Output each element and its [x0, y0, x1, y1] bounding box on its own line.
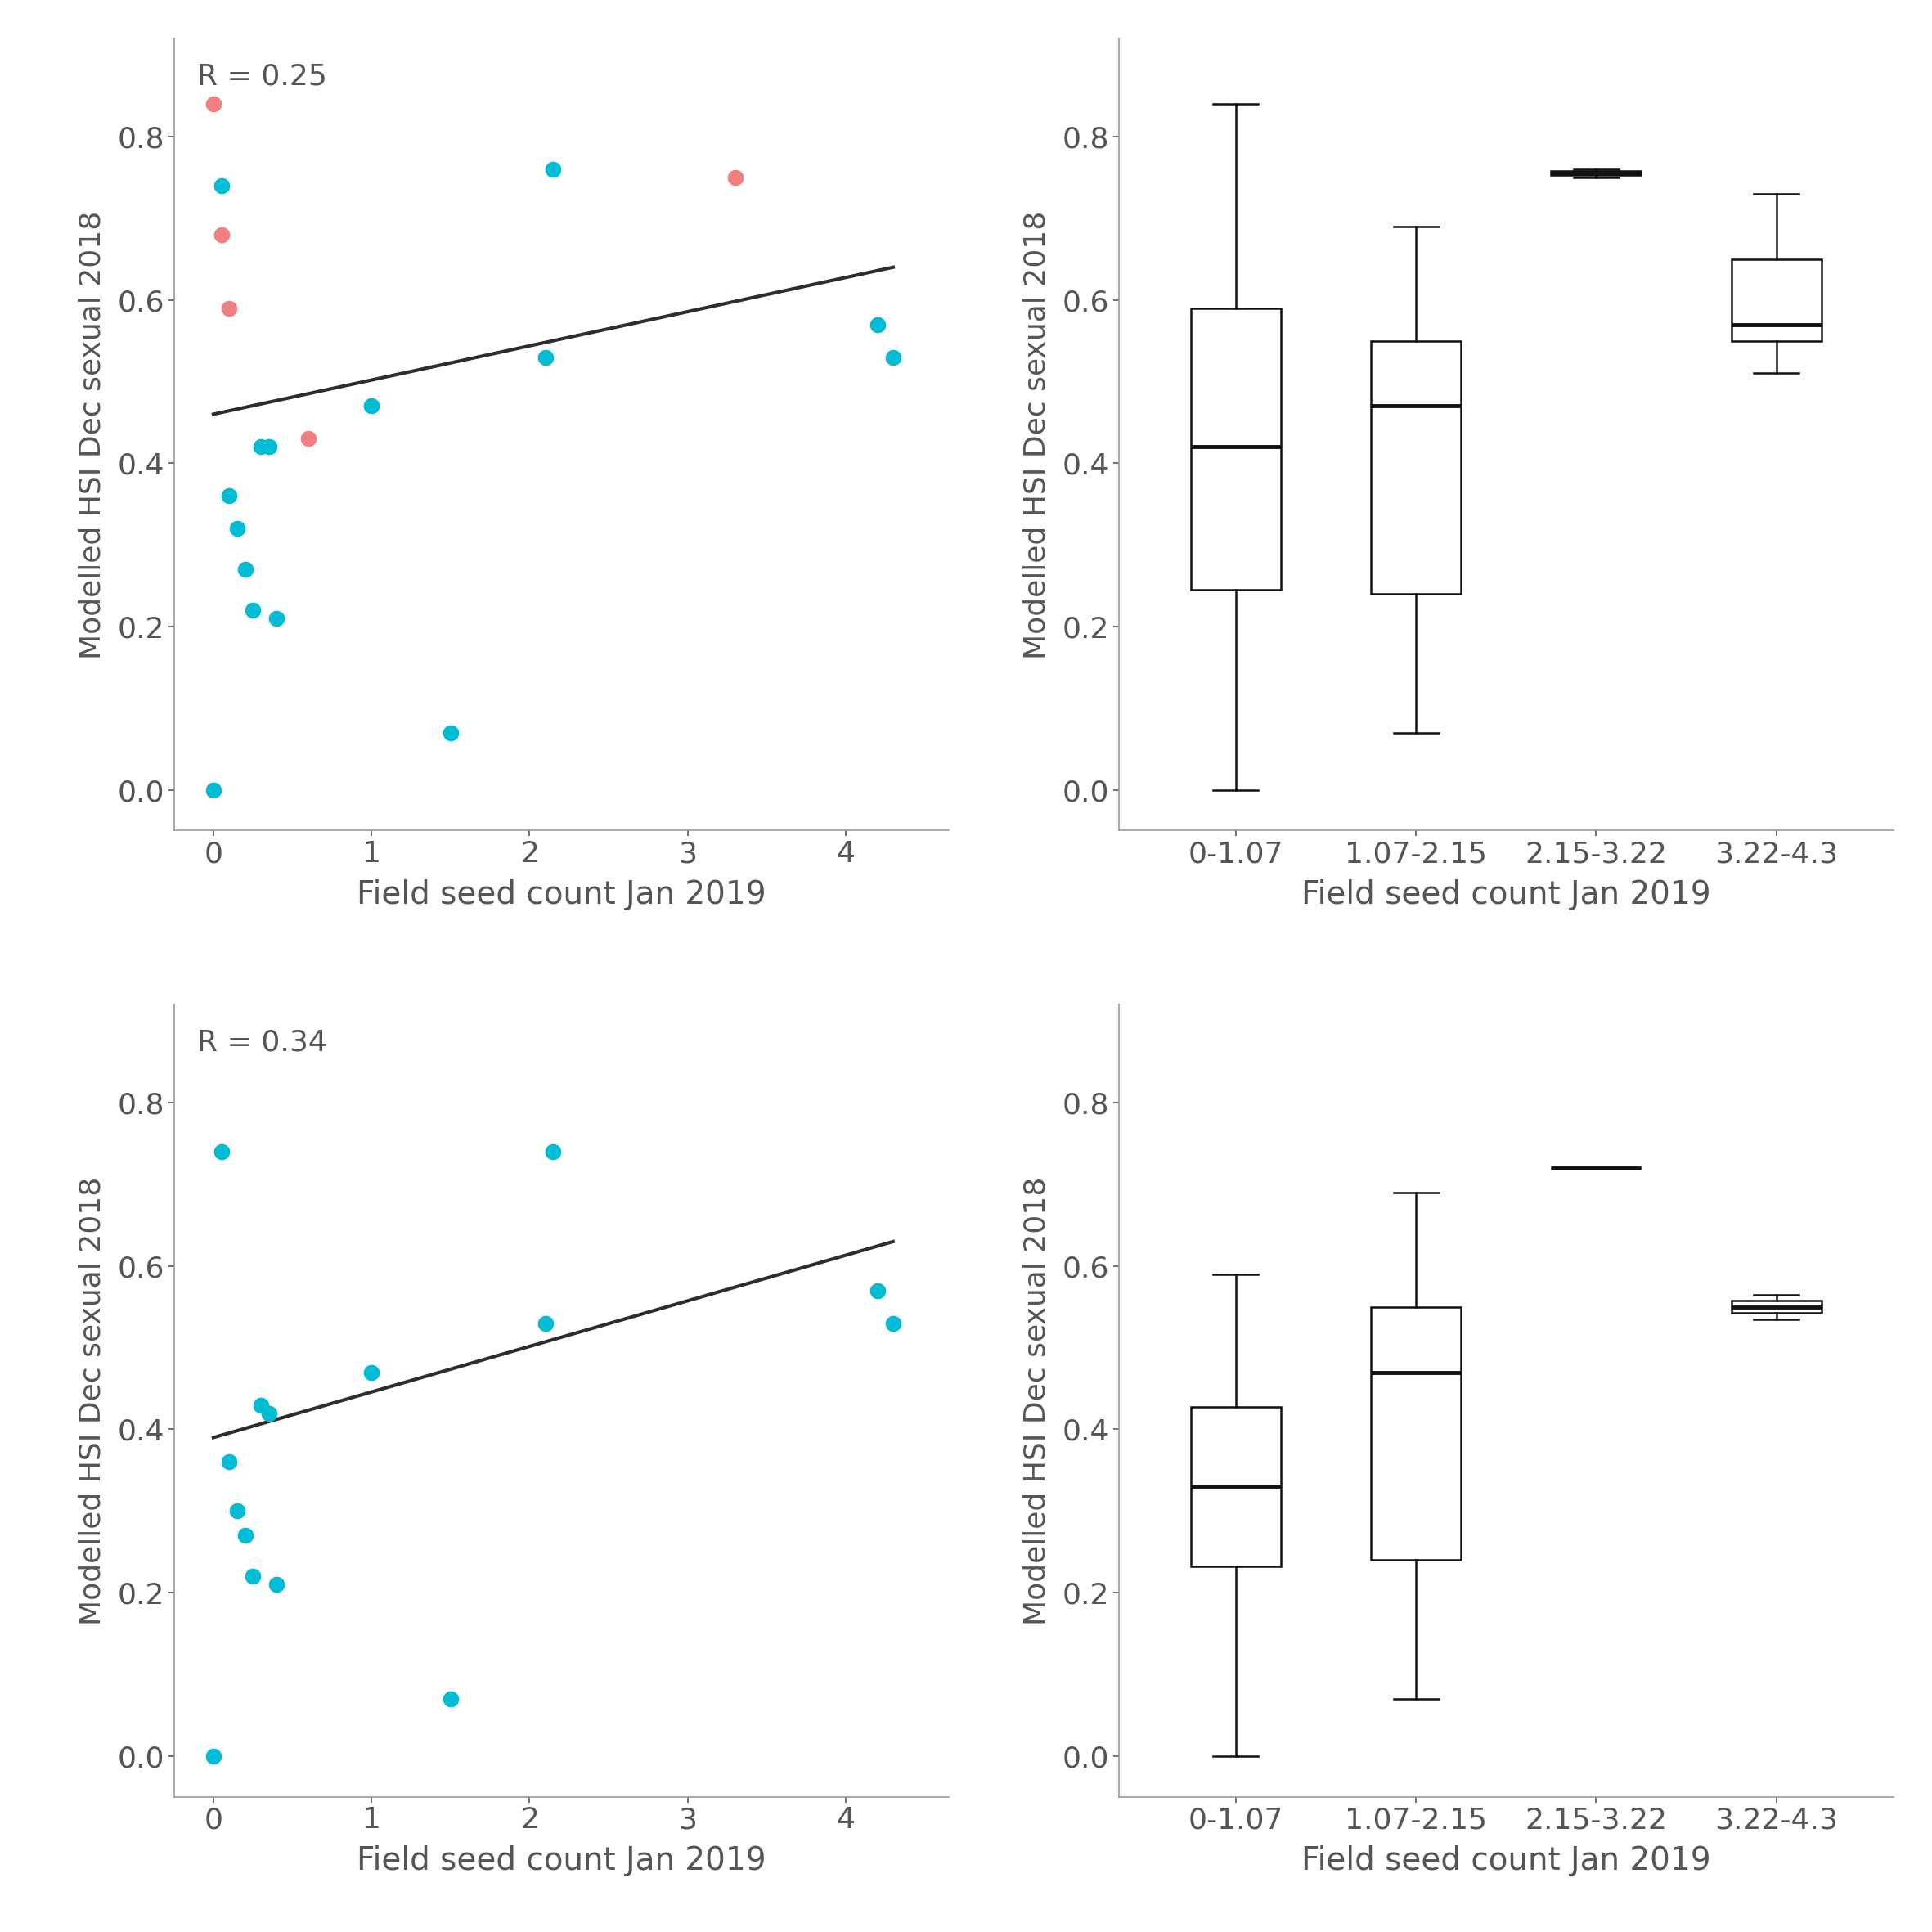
PathPatch shape: [1190, 307, 1281, 589]
Point: [877, 342, 908, 373]
PathPatch shape: [1551, 172, 1640, 176]
PathPatch shape: [1372, 340, 1461, 593]
Point: [253, 431, 284, 462]
PathPatch shape: [1731, 259, 1822, 340]
X-axis label: Field seed count Jan 2019: Field seed count Jan 2019: [355, 1845, 765, 1876]
Point: [261, 603, 292, 634]
X-axis label: Field seed count Jan 2019: Field seed count Jan 2019: [1302, 879, 1712, 910]
Point: [245, 431, 276, 462]
Point: [207, 218, 238, 249]
Point: [719, 162, 750, 193]
Point: [294, 423, 325, 454]
Y-axis label: Modelled HSI Dec sexual 2018: Modelled HSI Dec sexual 2018: [1022, 211, 1051, 659]
Point: [214, 481, 245, 512]
X-axis label: Field seed count Jan 2019: Field seed count Jan 2019: [1302, 1845, 1712, 1876]
Point: [877, 1308, 908, 1339]
Point: [230, 1520, 261, 1551]
Point: [238, 1561, 269, 1592]
Text: R = 0.25: R = 0.25: [197, 62, 327, 91]
Point: [207, 1136, 238, 1167]
Point: [222, 1495, 253, 1526]
Point: [197, 1741, 228, 1772]
Text: R = 0.34: R = 0.34: [197, 1028, 327, 1057]
Point: [355, 1356, 386, 1387]
Y-axis label: Modelled HSI Dec sexual 2018: Modelled HSI Dec sexual 2018: [77, 1177, 106, 1625]
Point: [253, 1397, 284, 1428]
Point: [214, 1447, 245, 1478]
Point: [862, 1275, 893, 1306]
Y-axis label: Modelled HSI Dec sexual 2018: Modelled HSI Dec sexual 2018: [1022, 1177, 1051, 1625]
X-axis label: Field seed count Jan 2019: Field seed count Jan 2019: [355, 879, 765, 910]
Point: [245, 1389, 276, 1420]
Point: [537, 1136, 568, 1167]
Point: [435, 717, 466, 748]
PathPatch shape: [1731, 1300, 1822, 1314]
Point: [222, 514, 253, 545]
Point: [207, 170, 238, 201]
Point: [529, 1308, 560, 1339]
PathPatch shape: [1190, 1406, 1281, 1567]
Point: [862, 309, 893, 340]
Point: [261, 1569, 292, 1600]
Point: [435, 1683, 466, 1714]
Point: [197, 775, 228, 806]
Point: [529, 342, 560, 373]
Point: [230, 554, 261, 585]
Point: [197, 89, 228, 120]
Y-axis label: Modelled HSI Dec sexual 2018: Modelled HSI Dec sexual 2018: [77, 211, 106, 659]
Point: [537, 155, 568, 185]
Point: [214, 292, 245, 323]
PathPatch shape: [1372, 1306, 1461, 1559]
Point: [355, 390, 386, 421]
Point: [238, 595, 269, 626]
